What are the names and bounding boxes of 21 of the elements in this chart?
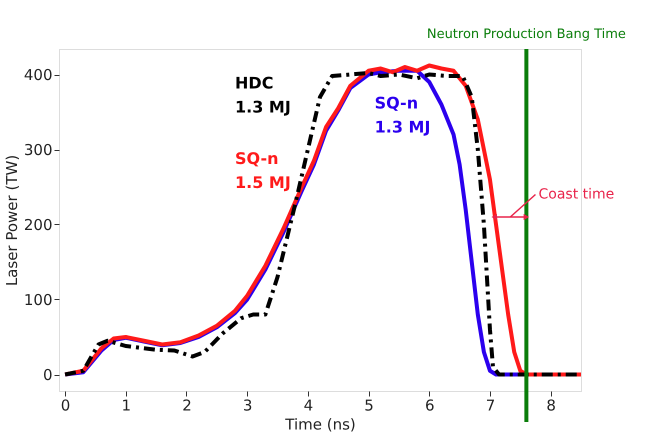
x-tick-label: 4: [304, 396, 314, 414]
y-tick-label: 300: [24, 141, 52, 159]
annotation: Coast time: [538, 186, 614, 202]
x-tick-label: 1: [121, 396, 132, 414]
ref-line-label: Neutron Production Bang Time: [426, 27, 626, 42]
y-tick-label: 100: [24, 291, 52, 309]
x-tick-label: 0: [60, 396, 70, 414]
y-tick-label: 0: [42, 366, 52, 384]
x-tick-label: 8: [546, 396, 556, 414]
x-axis-title: Time (ns): [284, 416, 356, 434]
x-tick-label: 6: [424, 396, 435, 414]
x-tick-label: 5: [364, 396, 374, 414]
y-tick-label: 200: [24, 216, 52, 234]
x-tick-label: 2: [182, 396, 192, 414]
series-label: HDC 1.3 MJ: [235, 73, 291, 116]
x-tick-label: 3: [242, 396, 252, 414]
series-label: SQ-n 1.5 MJ: [235, 149, 291, 192]
x-tick-label: 7: [486, 396, 496, 414]
series-label: SQ-n 1.3 MJ: [374, 94, 430, 136]
y-axis-title: Laser Power (TW): [2, 154, 21, 286]
y-tick-label: 400: [24, 66, 52, 84]
